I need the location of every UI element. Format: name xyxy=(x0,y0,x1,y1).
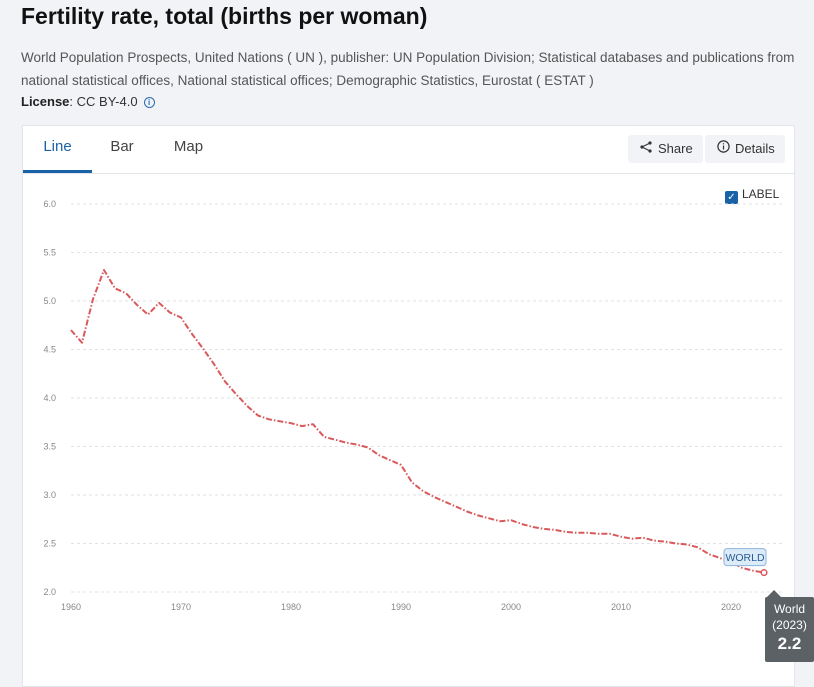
tab-map[interactable]: Map xyxy=(173,138,204,155)
share-label: Share xyxy=(658,141,693,156)
x-tick-label: 2000 xyxy=(501,602,521,612)
info-icon[interactable]: i xyxy=(143,97,155,108)
y-tick-label: 6.0 xyxy=(43,199,56,209)
y-tick-label: 5.0 xyxy=(43,296,56,306)
tab-bar: Line Bar Map Share Details xyxy=(23,126,794,174)
details-label: Details xyxy=(735,141,775,156)
series-end-label: WORLD xyxy=(725,552,765,564)
tab-bar-chart[interactable]: Bar xyxy=(110,138,134,155)
source-text: World Population Prospects, United Natio… xyxy=(21,50,795,88)
x-tick-label: 2020 xyxy=(721,602,741,612)
series-end-label-box xyxy=(723,548,767,567)
series-line-world xyxy=(70,269,765,574)
x-tick-label: 2010 xyxy=(611,602,631,612)
license-label: License xyxy=(21,94,70,109)
x-tick-label: 1980 xyxy=(281,602,301,612)
y-tick-label: 2.0 xyxy=(43,587,56,597)
tooltip-arrow xyxy=(767,590,781,597)
license-line: License: CC BY-4.0 i xyxy=(21,94,155,109)
tooltip-value: 2.2 xyxy=(777,634,802,653)
data-tooltip: World (2023) 2.2 xyxy=(765,590,814,662)
label-toggle-text: LABEL xyxy=(742,187,780,201)
y-tick-label: 4.0 xyxy=(43,393,56,403)
y-tick-label: 3.5 xyxy=(43,442,56,452)
tab-line[interactable]: Line xyxy=(23,126,92,173)
info-icon xyxy=(715,135,731,163)
x-tick-label: 1960 xyxy=(61,602,81,612)
license-value: : CC BY-4.0 xyxy=(69,94,138,109)
tooltip-year: (2023) xyxy=(772,618,807,632)
label-checkbox[interactable]: ✓ xyxy=(725,191,738,204)
share-icon xyxy=(638,135,654,163)
label-toggle[interactable]: ✓ LABEL xyxy=(725,187,779,204)
y-tick-label: 2.5 xyxy=(43,539,56,549)
y-tick-label: 3.0 xyxy=(43,490,56,500)
tooltip-series-name: World xyxy=(773,602,806,616)
series-end-point xyxy=(760,569,768,577)
x-tick-label: 1970 xyxy=(171,602,191,612)
details-button[interactable]: Details xyxy=(705,135,785,163)
page-title: Fertility rate, total (births per woman) xyxy=(21,3,428,29)
chart-card: Line Bar Map Share Details ✓ LABEL 6.0 5.5… xyxy=(22,125,795,687)
share-button[interactable]: Share xyxy=(628,135,703,163)
x-tick-label: 1990 xyxy=(391,602,411,612)
y-tick-label: 5.5 xyxy=(43,248,56,258)
line-chart: 6.0 5.5 5.0 4.5 4.0 3.5 3.0 2.5 2.0 1960 1970 1980 1… xyxy=(43,199,785,612)
y-tick-label: 4.5 xyxy=(43,345,56,355)
